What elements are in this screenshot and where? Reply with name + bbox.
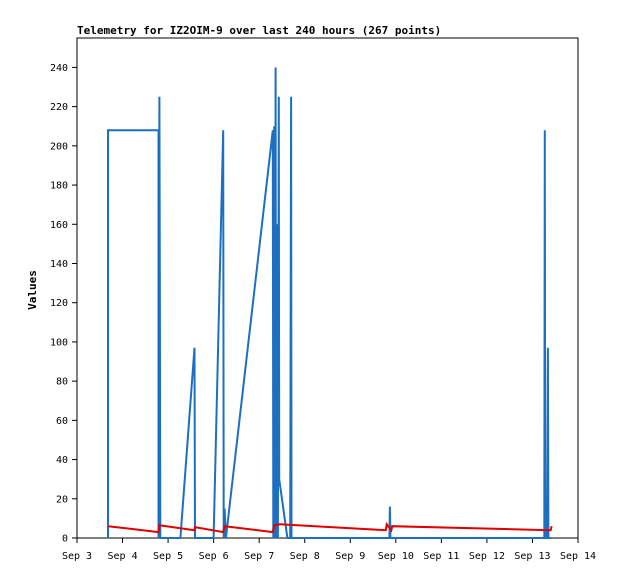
x-tick-label: Sep 12 <box>469 551 505 562</box>
y-tick-label: 60 <box>56 416 68 427</box>
series-layer <box>107 67 553 539</box>
x-tick-label: Sep 11 <box>423 551 459 562</box>
y-tick-label: 140 <box>50 259 68 270</box>
chart-title: Telemetry for IZ2OIM-9 over last 240 hou… <box>77 24 441 37</box>
x-tick-label: Sep 7 <box>244 551 274 562</box>
x-tick-label: Sep 5 <box>153 551 183 562</box>
x-tick-label: Sep 10 <box>378 551 414 562</box>
x-tick-label: Sep 8 <box>290 551 320 562</box>
y-axis-label: Values <box>26 270 39 310</box>
x-tick-label: Sep 4 <box>107 551 137 562</box>
y-tick-label: 0 <box>62 534 68 545</box>
y-tick-label: 160 <box>50 220 68 231</box>
x-tick-label: Sep 6 <box>199 551 229 562</box>
x-tick-label: Sep 14 <box>560 551 596 562</box>
x-tick-label: Sep 9 <box>335 551 365 562</box>
y-tick-label: 40 <box>56 455 68 466</box>
y-tick-label: 20 <box>56 494 68 505</box>
y-tick-label: 200 <box>50 141 68 152</box>
series-line-2 <box>107 521 553 534</box>
y-axis: 0 20 40 60 80 100 120 140 160 180 200 220 240 <box>50 63 77 545</box>
y-tick-label: 240 <box>50 63 68 74</box>
series-line-1 <box>107 67 551 539</box>
y-tick-label: 220 <box>50 102 68 113</box>
y-tick-label: 180 <box>50 181 68 192</box>
x-tick-label: Sep 13 <box>514 551 550 562</box>
x-tick-label: Sep 3 <box>62 551 92 562</box>
y-tick-label: 120 <box>50 298 68 309</box>
y-tick-label: 80 <box>56 377 68 388</box>
y-tick-label: 100 <box>50 337 68 348</box>
